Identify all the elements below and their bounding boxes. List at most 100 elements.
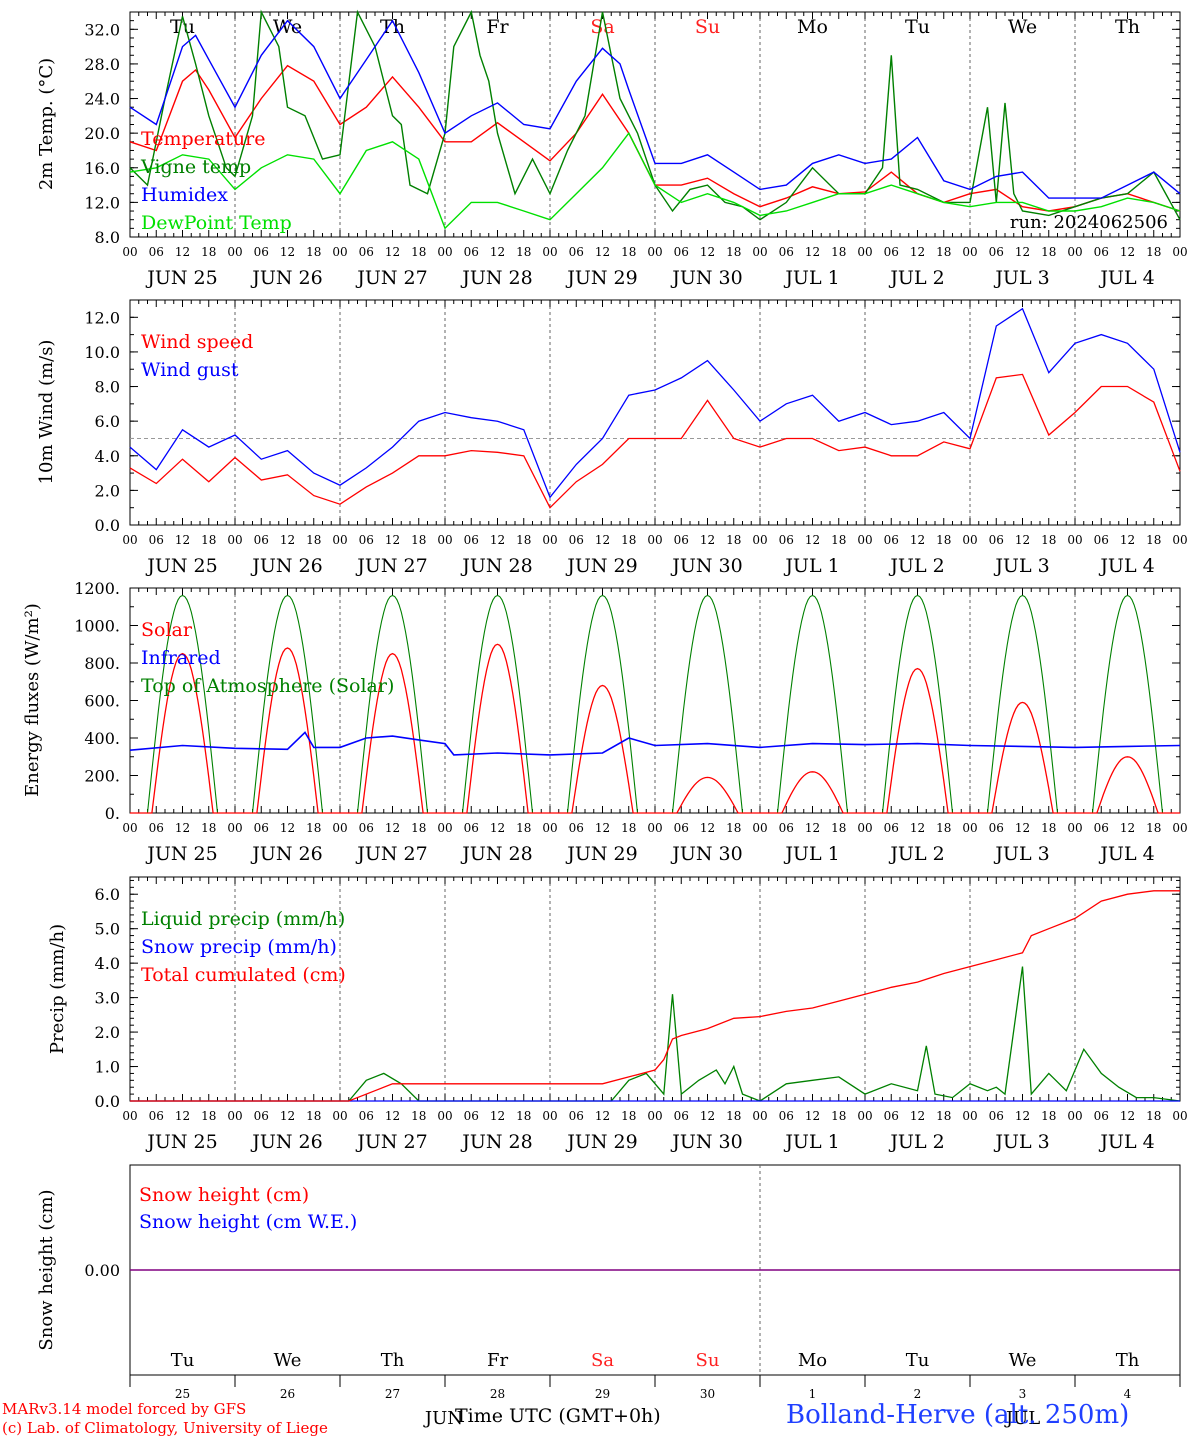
date-label: JUN 28 — [460, 843, 532, 865]
hour-tick-label: 00 — [1172, 245, 1187, 259]
date-label: JUN 30 — [670, 1131, 742, 1153]
hour-tick-label: 00 — [647, 1109, 662, 1123]
weekday-label: Th — [1115, 16, 1140, 38]
y-tick-label: 600. — [84, 692, 120, 711]
hour-tick-label: 18 — [831, 533, 846, 547]
hour-tick-label: 06 — [674, 245, 689, 259]
hour-tick-label: 00 — [857, 821, 872, 835]
hour-tick-label: 06 — [569, 533, 584, 547]
hour-tick-label: 18 — [306, 1109, 321, 1123]
y-tick-label: 12.0 — [84, 308, 120, 327]
hour-tick-label: 18 — [516, 245, 531, 259]
hour-tick-label: 00 — [752, 245, 767, 259]
legend-entry: Wind gust — [141, 359, 239, 381]
hour-tick-label: 12 — [385, 821, 400, 835]
hour-tick-label: 18 — [1041, 533, 1056, 547]
hour-tick-label: 12 — [595, 1109, 610, 1123]
panel-1: 00 06 12 18 00 06 12 18 00 06 12 18 00 06 12 18 00 06 12 18… — [84, 9, 1188, 289]
hour-tick-label: 00 — [227, 533, 242, 547]
y-tick-label: 6.0 — [95, 885, 120, 904]
hour-tick-label: 06 — [884, 821, 899, 835]
date-label: JUN 29 — [565, 267, 637, 289]
toa-solar-line — [550, 594, 655, 814]
legend-entry: Temperature — [141, 128, 265, 150]
weekday-label-bottom: We — [274, 1350, 302, 1371]
hour-tick-label: 06 — [464, 245, 479, 259]
date-label: JUL 1 — [783, 1131, 839, 1153]
y-axis-title: Precip (mm/h) — [47, 924, 68, 1054]
hour-tick-label: 00 — [227, 245, 242, 259]
hour-tick-label: 18 — [936, 821, 951, 835]
y-tick-label: 200. — [84, 767, 120, 786]
y-tick-label: 16.0 — [84, 159, 120, 178]
y-tick-label: 10.0 — [84, 343, 120, 362]
y-axis-title: 2m Temp. (°C) — [36, 58, 57, 190]
hour-tick-label: 18 — [936, 533, 951, 547]
hour-tick-label: 12 — [490, 533, 505, 547]
hour-tick-label: 12 — [175, 821, 190, 835]
date-label: JUL 1 — [783, 555, 839, 577]
legend-entry: Top of Atmosphere (Solar) — [141, 675, 394, 697]
solar-line — [340, 652, 445, 814]
bottom-day-number: 1 — [809, 1387, 817, 1401]
hour-tick-label: 06 — [359, 821, 374, 835]
solar-line — [130, 652, 235, 814]
date-label: JUN 30 — [670, 267, 742, 289]
hour-tick-label: 00 — [122, 533, 137, 547]
y-tick-label: 3.0 — [95, 989, 120, 1008]
hour-tick-label: 06 — [884, 533, 899, 547]
hour-tick-label: 06 — [1094, 1109, 1109, 1123]
solar-line — [655, 776, 760, 814]
y-tick-label: 0.0 — [95, 516, 120, 535]
legend-entry: Snow height (cm W.E.) — [139, 1211, 357, 1233]
bottom-day-number: 3 — [1019, 1387, 1027, 1401]
toa-solar-line — [1075, 594, 1180, 814]
y-tick-label: 1200. — [74, 579, 120, 598]
hour-tick-label: 12 — [1120, 821, 1135, 835]
hour-tick-label: 06 — [149, 245, 164, 259]
weekday-label-bottom: Tu — [906, 1350, 930, 1371]
hour-tick-label: 18 — [516, 821, 531, 835]
legend-entry: Vigne temp — [140, 156, 251, 178]
hour-tick-label: 00 — [437, 821, 452, 835]
hour-tick-label: 00 — [1172, 533, 1187, 547]
hour-tick-label: 00 — [962, 821, 977, 835]
hour-tick-label: 00 — [1172, 1109, 1187, 1123]
hour-tick-label: 12 — [805, 245, 820, 259]
legend-entry: Infrared — [141, 647, 221, 669]
hour-tick-label: 06 — [779, 821, 794, 835]
weekday-label-bottom: Tu — [171, 1350, 195, 1371]
hour-tick-label: 00 — [332, 1109, 347, 1123]
hour-tick-label: 06 — [569, 1109, 584, 1123]
weekday-label-bottom: Th — [1116, 1350, 1140, 1371]
y-tick-label: 32.0 — [84, 20, 120, 39]
date-label: JUN 29 — [565, 843, 637, 865]
hour-tick-label: 06 — [884, 1109, 899, 1123]
hour-tick-label: 06 — [149, 821, 164, 835]
date-label: JUN 25 — [145, 555, 217, 577]
date-label: JUN 27 — [355, 555, 427, 577]
panel-2: 00 06 12 18 00 06 12 18 00 06 12 18 00 06 12 18 00 06 12 18… — [84, 299, 1188, 577]
solar-line — [760, 771, 865, 814]
hour-tick-label: 06 — [464, 1109, 479, 1123]
hour-tick-label: 12 — [1015, 245, 1030, 259]
date-label: JUN 28 — [460, 267, 532, 289]
credit-line-2: (c) Lab. of Climatology, University of L… — [2, 1419, 328, 1437]
hour-tick-label: 06 — [569, 821, 584, 835]
hour-tick-label: 00 — [1067, 533, 1082, 547]
y-tick-label: 4.0 — [95, 447, 120, 466]
y-tick-label: 6.0 — [95, 412, 120, 431]
hour-tick-label: 12 — [910, 821, 925, 835]
y-tick-label: 24.0 — [84, 90, 120, 109]
y-tick-label: 20.0 — [84, 124, 120, 143]
hour-tick-label: 12 — [1015, 533, 1030, 547]
hour-tick-label: 00 — [437, 245, 452, 259]
date-label: JUL 4 — [1098, 843, 1154, 865]
hour-tick-label: 00 — [122, 1109, 137, 1123]
y-tick-label: 2.0 — [95, 481, 120, 500]
hour-tick-label: 18 — [1146, 245, 1161, 259]
date-label: JUN 26 — [250, 843, 322, 865]
date-label: JUN 28 — [460, 555, 532, 577]
hour-tick-label: 12 — [385, 1109, 400, 1123]
hour-tick-label: 12 — [490, 245, 505, 259]
